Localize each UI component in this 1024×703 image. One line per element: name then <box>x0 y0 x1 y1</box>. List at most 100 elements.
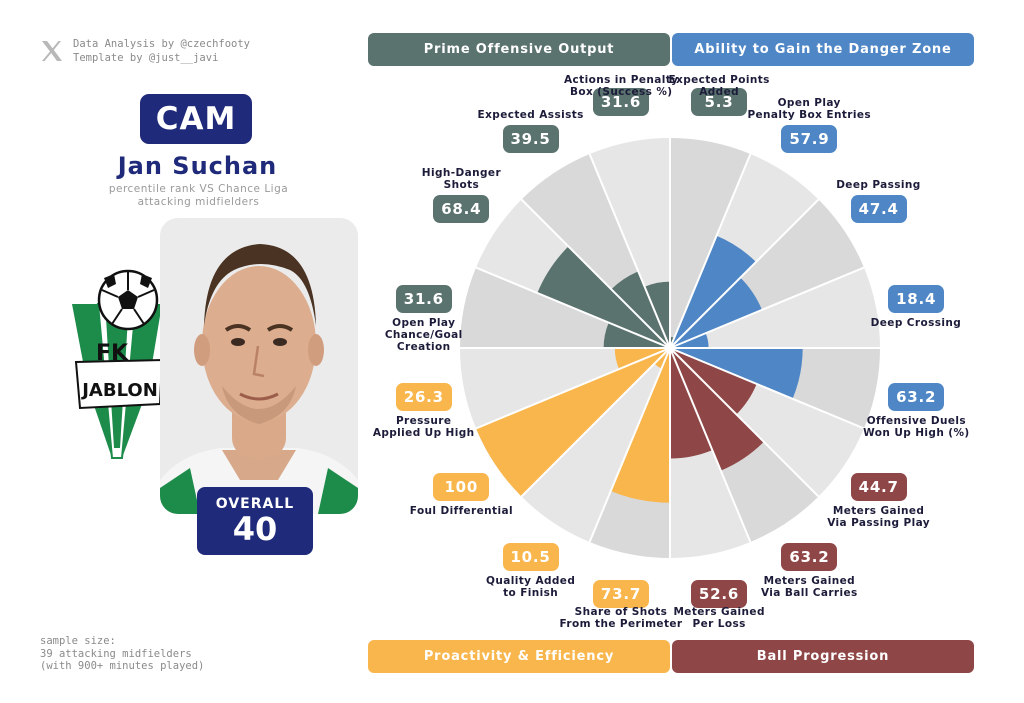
metric-label-line: Meters Gained <box>832 505 925 518</box>
metric-label-line: Pressure <box>395 414 452 427</box>
metric-label-line: Shots <box>443 178 480 191</box>
chart-subtitle: percentile rank VS Chance Liga attacking… <box>86 183 311 209</box>
spoke-7 <box>669 347 752 543</box>
bar-14[interactable] <box>611 271 670 348</box>
value-box-15: 31.6 <box>593 87 650 116</box>
credit-analysis: Data Analysis by @czechfooty <box>73 38 251 50</box>
club-logo-fk: FK <box>96 341 129 366</box>
value-box-3: 18.4 <box>888 285 945 314</box>
metric-label-7: Meters Gained Per Loss <box>673 606 764 630</box>
player-name: Jan Suchan <box>117 152 278 180</box>
metric-label-line: Share of Shots <box>574 606 668 618</box>
metric-label-line: Open Play <box>777 97 841 110</box>
x-logo-icon <box>42 41 62 61</box>
category-prime-offensive-output[interactable]: Prime Offensive Output <box>368 33 670 66</box>
bar-6[interactable] <box>670 348 764 471</box>
overall-value: 40 <box>232 510 278 548</box>
metric-label-line: Won Up High (%) <box>863 426 970 439</box>
metric-label-line: Chance/Goal <box>384 329 463 342</box>
value-box-10: 100 <box>433 473 490 502</box>
metric-label-5: Meters Gained Via Passing Play <box>827 505 930 529</box>
metric-label-line: Via Ball Carries <box>760 586 858 599</box>
spoke-1 <box>669 153 752 349</box>
bar-10[interactable] <box>476 348 670 497</box>
metric-label-line: High-Danger <box>421 166 502 179</box>
sample-line-2: 39 attacking midfielders <box>40 647 192 660</box>
metric-label-0: Expected Points Added <box>668 74 769 98</box>
wedge-bg-3 <box>670 267 880 348</box>
spoke-5 <box>669 347 865 430</box>
metric-label-1: Open Play Penalty Box Entries <box>747 97 871 121</box>
sample-line-1: sample size: <box>40 635 116 647</box>
wedge-bg-0 <box>670 138 751 348</box>
metric-label-8: Share of Shots From the Perimeter <box>560 606 683 630</box>
metric-label-line: Box (Success %) <box>569 86 673 98</box>
credit-template: Template by @just__javi <box>73 52 219 64</box>
bar-5[interactable] <box>670 348 757 415</box>
metric-label-line: Applied Up High <box>372 426 475 439</box>
value-box-9: 10.5 <box>502 542 559 571</box>
value-box-1: 57.9 <box>781 125 838 154</box>
value-box-8: 73.7 <box>593 580 650 609</box>
spoke-13 <box>475 266 671 349</box>
overall-label: OVERALL <box>215 496 295 512</box>
bar-8[interactable] <box>610 348 670 503</box>
value-box-5: 44.7 <box>850 473 907 502</box>
spoke-2 <box>669 198 820 349</box>
value-box-0: 5.3 <box>690 87 747 116</box>
wedge-bg-9 <box>521 348 670 542</box>
metric-label-line: Deep Crossing <box>870 317 962 330</box>
spoke-14 <box>520 198 671 349</box>
metric-label-13: High-Danger Shots <box>422 167 501 191</box>
category-proactivity-efficiency[interactable]: Proactivity & Efficiency <box>368 640 670 673</box>
metric-label-10: Foul Differential <box>410 505 513 517</box>
metric-label-line: Open Play <box>392 317 456 330</box>
metric-label-line: Added <box>699 86 740 98</box>
sample-size-note: sample size: 39 attacking midfielders (w… <box>40 635 204 673</box>
metric-label-6: Meters Gained Via Ball Carries <box>761 575 858 599</box>
spoke-11 <box>475 347 671 430</box>
metric-label-line: Via Passing Play <box>827 517 931 530</box>
bar-13[interactable] <box>537 246 670 348</box>
club-logo-jablon: JABLON <box>80 380 158 401</box>
category-ball-progression[interactable]: Ball Progression <box>672 640 974 673</box>
spoke-9 <box>588 347 671 543</box>
bar-2[interactable] <box>670 277 762 348</box>
wedge-bg-11 <box>460 348 670 429</box>
metric-label-line: Offensive Duels <box>866 414 967 427</box>
value-box-6: 63.2 <box>781 542 838 571</box>
metric-label-line: Meters Gained <box>763 574 856 587</box>
metric-label-line: to Finish <box>503 586 559 599</box>
subtitle-line-1: percentile rank VS Chance Liga <box>108 183 289 195</box>
value-box-4: 63.2 <box>888 382 945 411</box>
credits: Data Analysis by @czechfooty Template by… <box>73 37 250 65</box>
spoke-10 <box>520 347 671 498</box>
metric-label-line: Creation <box>396 341 451 354</box>
metric-label-3: Deep Crossing <box>871 317 962 329</box>
metric-label-line: Foul Differential <box>409 505 513 518</box>
metric-label-line: Meters Gained <box>673 606 765 618</box>
metric-label-11: Pressure Applied Up High <box>373 415 475 439</box>
sample-line-3: (with 900+ minutes played) <box>40 660 205 672</box>
subtitle-line-2: attacking midfielders <box>137 196 260 208</box>
metric-label-2: Deep Passing <box>836 179 921 191</box>
value-box-2: 47.4 <box>850 194 907 223</box>
metric-label-line: From the Perimeter <box>559 618 683 630</box>
spoke-6 <box>669 347 820 498</box>
value-box-12: 31.6 <box>395 285 452 314</box>
metric-label-line: Actions in Penalty <box>564 74 679 86</box>
metric-label-line: Expected Assists <box>477 109 584 122</box>
value-box-7: 52.6 <box>690 580 747 609</box>
metric-label-14: Expected Assists <box>478 109 584 121</box>
metric-label-line: Penalty Box Entries <box>747 109 871 122</box>
metric-label-line: Expected Points <box>668 74 770 86</box>
category-danger-zone[interactable]: Ability to Gain the Danger Zone <box>672 33 974 66</box>
bar-1[interactable] <box>670 235 756 348</box>
metric-label-15: Actions in Penalty Box (Success %) <box>564 74 678 98</box>
spoke-3 <box>669 266 865 349</box>
metric-label-line: Deep Passing <box>836 178 921 191</box>
spoke-15 <box>588 153 671 349</box>
metric-label-12: Open Play Chance/Goal Creation <box>385 317 463 353</box>
position-badge: CAM <box>140 94 252 144</box>
